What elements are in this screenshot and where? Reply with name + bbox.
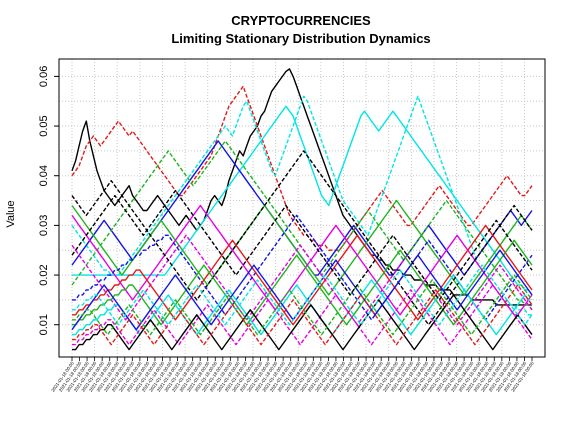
series-line-13: [72, 239, 533, 326]
y-tick-label: 0.02: [38, 264, 50, 285]
series-line-18: [72, 284, 533, 346]
y-tick-label: 0.03: [38, 215, 50, 236]
series-line-6: [71, 140, 533, 311]
chart-title: CRYPTOCURRENCIES: [231, 13, 371, 28]
series-line-2: [71, 85, 533, 251]
series-line-7: [71, 199, 533, 296]
chart-subtitle: Limiting Stationary Distribution Dynamic…: [171, 31, 430, 46]
y-tick-label: 0.05: [38, 115, 50, 136]
series-group: [71, 68, 533, 351]
series-line-21: [71, 189, 533, 301]
y-tick-label: 0.04: [38, 165, 50, 186]
series-line-16: [72, 294, 533, 351]
y-axis: 0.01 0.02 0.03 0.04 0.05 0.06: [38, 66, 59, 335]
y-tick-label: 0.06: [38, 66, 50, 87]
series-line-8: [71, 204, 533, 316]
series-line-10: [71, 150, 533, 326]
series-line-3: [72, 105, 533, 296]
plot-frame: [58, 58, 546, 358]
series-line-15: [72, 284, 533, 346]
series-line-20: [72, 274, 533, 336]
series-line-4: [71, 95, 532, 316]
y-axis-label: Value: [5, 200, 17, 227]
y-tick-label: 0.01: [38, 314, 50, 335]
